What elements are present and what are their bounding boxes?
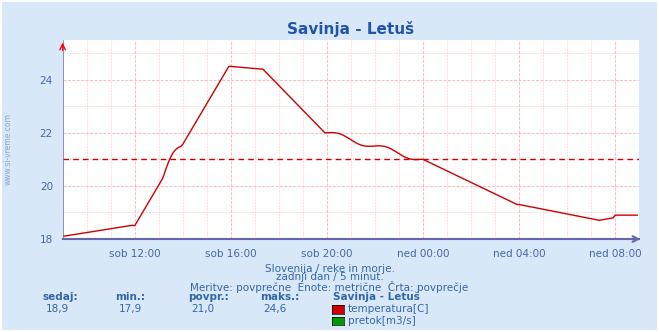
Text: 17,9: 17,9 bbox=[119, 304, 142, 314]
Text: Meritve: povprečne  Enote: metrične  Črta: povprečje: Meritve: povprečne Enote: metrične Črta:… bbox=[190, 281, 469, 292]
Text: Savinja - Letuš: Savinja - Letuš bbox=[333, 292, 420, 302]
Text: Slovenija / reke in morje.: Slovenija / reke in morje. bbox=[264, 264, 395, 274]
Text: 24,6: 24,6 bbox=[264, 304, 287, 314]
Text: www.si-vreme.com: www.si-vreme.com bbox=[3, 114, 13, 185]
Text: 18,9: 18,9 bbox=[46, 304, 69, 314]
Text: min.:: min.: bbox=[115, 292, 146, 302]
Text: maks.:: maks.: bbox=[260, 292, 300, 302]
Text: 21,0: 21,0 bbox=[191, 304, 214, 314]
Text: povpr.:: povpr.: bbox=[188, 292, 229, 302]
Text: sedaj:: sedaj: bbox=[43, 292, 78, 302]
Text: temperatura[C]: temperatura[C] bbox=[348, 304, 430, 314]
Title: Savinja - Letuš: Savinja - Letuš bbox=[287, 21, 415, 37]
Text: zadnji dan / 5 minut.: zadnji dan / 5 minut. bbox=[275, 272, 384, 282]
Text: pretok[m3/s]: pretok[m3/s] bbox=[348, 316, 416, 326]
